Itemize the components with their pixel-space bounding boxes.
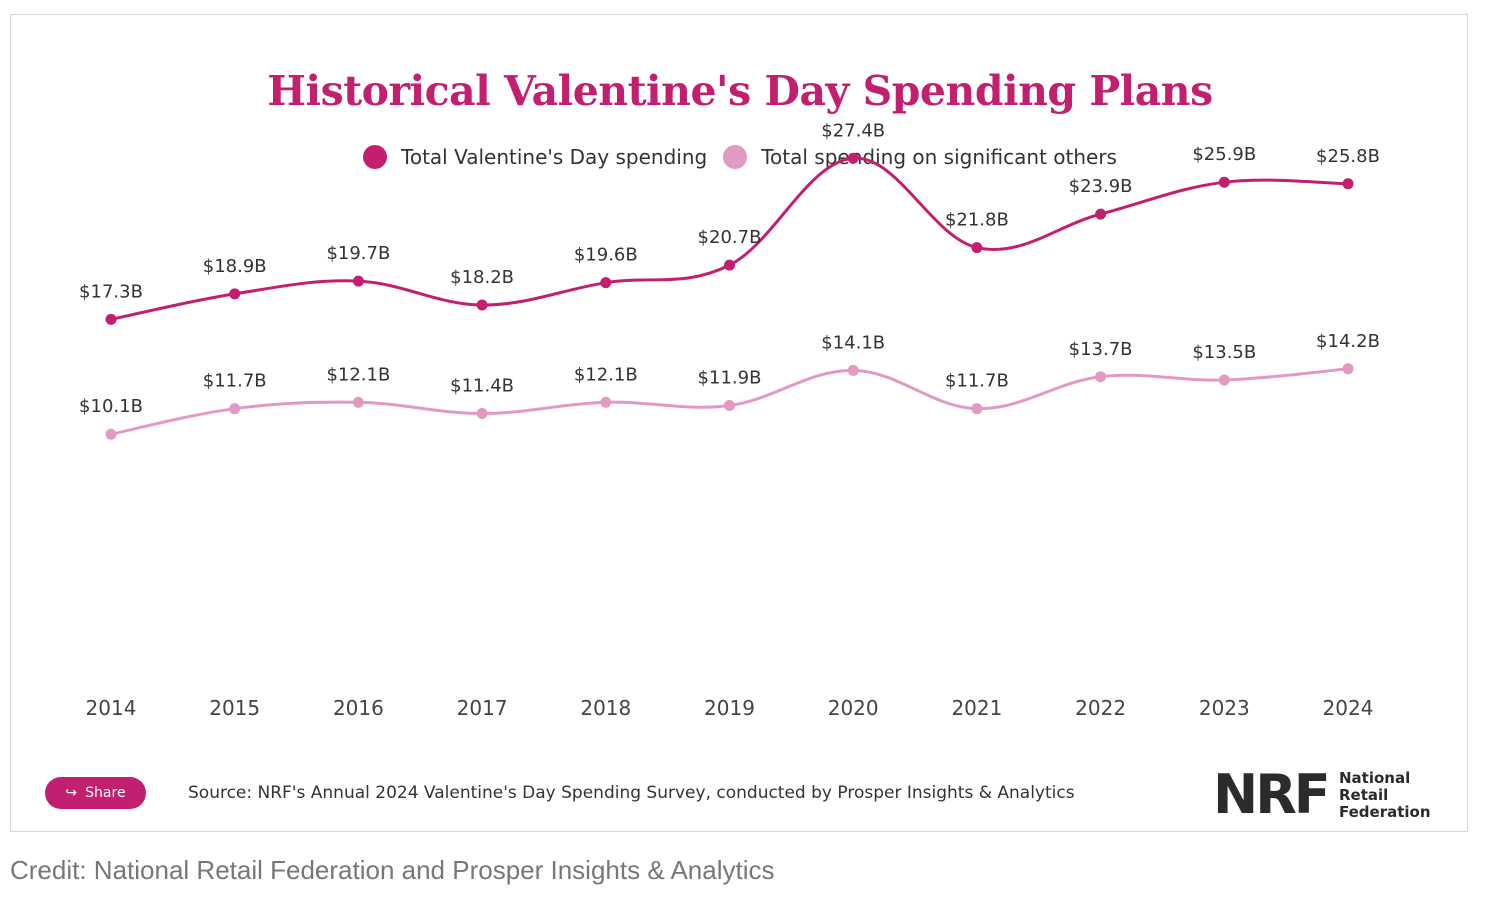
x-tick-2015: 2015 <box>209 696 260 720</box>
data-label-s2-2015: $11.7B <box>203 371 267 392</box>
data-label-s2-2014: $10.1B <box>79 396 143 417</box>
chart-card: Historical Valentine's Day Spending Plan… <box>10 14 1468 832</box>
data-point-s1-2020 <box>847 152 859 164</box>
data-label-s1-2020: $27.4B <box>821 120 885 141</box>
data-point-s1-2021 <box>971 242 983 254</box>
data-label-s2-2016: $12.1B <box>326 364 390 385</box>
data-point-s2-2014 <box>105 428 117 440</box>
data-point-s1-2024 <box>1342 178 1354 190</box>
data-point-s2-2017 <box>476 407 488 419</box>
data-label-s1-2024: $25.8B <box>1316 146 1380 167</box>
line-chart: $17.3B $18.9B $19.7B $18.2B $19.6B $20.7B $27.… <box>79 120 1380 720</box>
nrf-logo-line3: Federation <box>1339 803 1431 821</box>
data-label-s1-2022: $23.9B <box>1069 176 1133 197</box>
legend-label-significant-others: Total spending on significant others <box>761 145 1117 169</box>
legend-dot-total <box>363 145 388 169</box>
data-point-s1-2017 <box>476 299 488 311</box>
data-label-s1-2019: $20.7B <box>698 227 762 248</box>
data-label-s1-2015: $18.9B <box>203 256 267 277</box>
data-label-s2-2023: $13.5B <box>1192 342 1256 363</box>
data-label-s1-2021: $21.8B <box>945 210 1009 231</box>
data-label-s1-2016: $19.7B <box>326 243 390 264</box>
legend-dot-significant-others <box>723 145 748 169</box>
data-label-s1-2017: $18.2B <box>450 267 514 288</box>
x-tick-2021: 2021 <box>951 696 1002 720</box>
nrf-logo-letters: NRF <box>1213 763 1331 826</box>
data-point-s2-2019 <box>724 399 735 411</box>
nrf-logo-line2: Retail <box>1339 786 1389 804</box>
data-label-s2-2024: $14.2B <box>1316 331 1380 352</box>
chart-title: Historical Valentine's Day Spending Plan… <box>267 67 1213 115</box>
data-point-s1-2014 <box>105 313 117 325</box>
share-icon: ↪ <box>65 785 78 801</box>
data-point-s1-2019 <box>724 259 735 271</box>
legend-item-total: Total Valentine's Day spending <box>363 145 707 169</box>
data-point-s2-2021 <box>971 403 983 415</box>
data-point-s1-2016 <box>352 275 364 287</box>
data-point-s1-2023 <box>1218 176 1230 188</box>
data-label-s2-2019: $11.9B <box>698 367 762 388</box>
data-point-s2-2024 <box>1342 363 1354 375</box>
data-label-s1-2023: $25.9B <box>1192 144 1256 165</box>
image-credit: Credit: National Retail Federation and P… <box>10 855 775 885</box>
data-label-s1-2018: $19.6B <box>574 245 638 266</box>
x-tick-2017: 2017 <box>457 696 508 720</box>
data-point-s2-2018 <box>600 396 612 408</box>
data-label-s2-2018: $12.1B <box>574 364 638 385</box>
data-point-s2-2016 <box>352 396 364 408</box>
x-tick-2018: 2018 <box>580 696 631 720</box>
x-tick-2024: 2024 <box>1323 696 1374 720</box>
x-tick-2019: 2019 <box>704 696 755 720</box>
data-label-s2-2022: $13.7B <box>1069 339 1133 360</box>
nrf-logo: NRF National Retail Federation <box>1213 767 1443 823</box>
series-line-1 <box>110 156 1349 321</box>
legend-label-total: Total Valentine's Day spending <box>401 145 708 169</box>
data-point-s2-2015 <box>229 403 241 415</box>
data-point-s2-2023 <box>1218 374 1230 386</box>
nrf-logo-words: National Retail Federation <box>1339 770 1431 821</box>
share-button[interactable]: ↪ Share <box>45 777 146 809</box>
x-tick-2022: 2022 <box>1075 696 1126 720</box>
x-tick-2014: 2014 <box>86 696 137 720</box>
share-label: Share <box>85 785 126 801</box>
data-label-s2-2017: $11.4B <box>450 375 514 396</box>
source-note: Source: NRF's Annual 2024 Valentine's Da… <box>188 783 1075 803</box>
x-tick-2020: 2020 <box>828 696 879 720</box>
data-label-s2-2020: $14.1B <box>821 332 885 353</box>
data-point-s2-2022 <box>1095 371 1107 383</box>
chart-legend: Total Valentine's Day spending Total spe… <box>11 145 1469 169</box>
legend-item-significant-others: Total spending on significant others <box>723 145 1117 169</box>
data-point-s2-2020 <box>847 364 859 376</box>
x-tick-2016: 2016 <box>333 696 384 720</box>
data-point-s1-2018 <box>600 277 612 289</box>
data-label-s1-2014: $17.3B <box>79 281 143 302</box>
x-tick-2023: 2023 <box>1199 696 1250 720</box>
data-label-s2-2021: $11.7B <box>945 371 1009 392</box>
nrf-logo-line1: National <box>1339 769 1411 787</box>
data-point-s1-2022 <box>1095 208 1107 220</box>
data-point-s1-2015 <box>229 288 241 300</box>
